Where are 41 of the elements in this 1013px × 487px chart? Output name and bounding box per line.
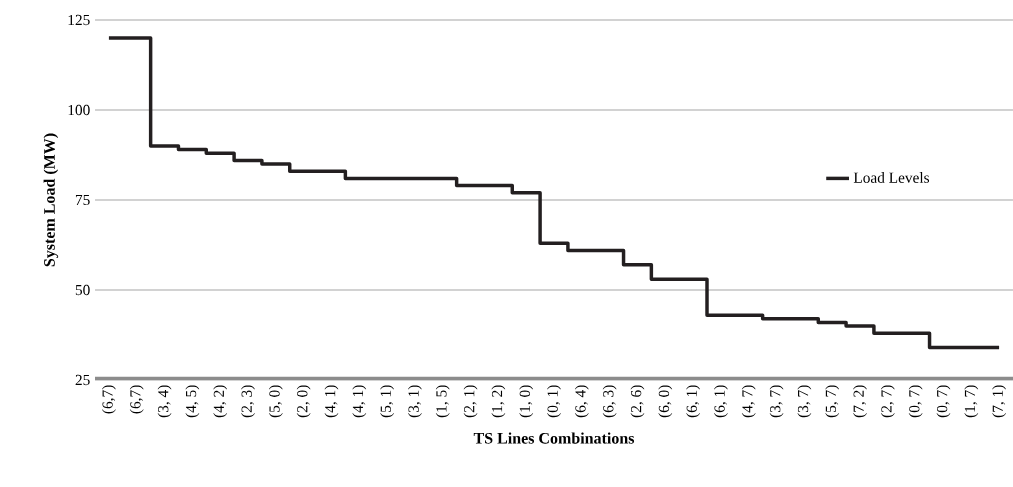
x-tick-label: (0, 7) [936,385,951,418]
x-tick-label: (5, 0) [268,385,283,418]
x-tick-label: (2, 6) [630,385,645,418]
x-tick-label: (6,7) [129,385,144,414]
x-axis-title: TS Lines Combinations [473,432,635,444]
y-tick-label: 25 [75,374,90,386]
x-tick-label: (6, 1) [713,385,728,418]
x-tick-label: (6,7) [101,385,116,414]
x-tick-label: (7, 1) [992,385,1007,418]
x-tick-label: (3, 7) [769,385,784,418]
y-tick-label: 50 [75,284,90,296]
x-tick-label: (5, 7) [825,385,840,418]
x-tick-label: (3, 7) [797,385,812,418]
x-tick-label: (4, 5) [185,385,200,418]
x-tick-label: (1, 7) [964,385,979,418]
x-tick-label: (0, 7) [908,385,923,418]
x-tick-label: (2, 7) [880,385,895,418]
x-tick-label: (7, 2) [853,385,867,418]
x-tick-label: (4, 2) [213,385,228,418]
x-tick-label: (6, 1) [686,385,701,418]
x-tick-label: (5, 1) [380,385,395,418]
x-tick-label: (3, 1) [407,385,422,418]
x-tick-label: (6, 0) [658,385,673,418]
x-tick-label: (3, 4) [157,385,172,418]
x-tick-label: (4, 1) [324,385,339,418]
x-tick-label: (1, 0) [519,385,534,418]
y-axis-title: System Load (MW) [43,133,59,267]
x-tick-label: (6, 3) [602,385,617,418]
x-tick-label: (0, 1) [547,385,561,418]
y-tick-label: 75 [75,194,90,206]
x-tick-label: (1, 5) [435,385,450,418]
x-tick-label: (2, 1) [463,385,478,418]
x-tick-label: (4, 1) [352,385,367,418]
x-tick-label: (2, 0) [296,385,311,418]
x-tick-label: (4, 7) [741,385,756,418]
x-tick-label: (1, 2) [491,385,506,418]
legend-label: Load Levels [853,172,930,183]
y-tick-label: 125 [68,14,90,26]
y-tick-label: 100 [68,104,90,116]
x-tick-label: (6, 4) [574,385,589,418]
x-tick-label: (2, 3) [241,385,255,418]
